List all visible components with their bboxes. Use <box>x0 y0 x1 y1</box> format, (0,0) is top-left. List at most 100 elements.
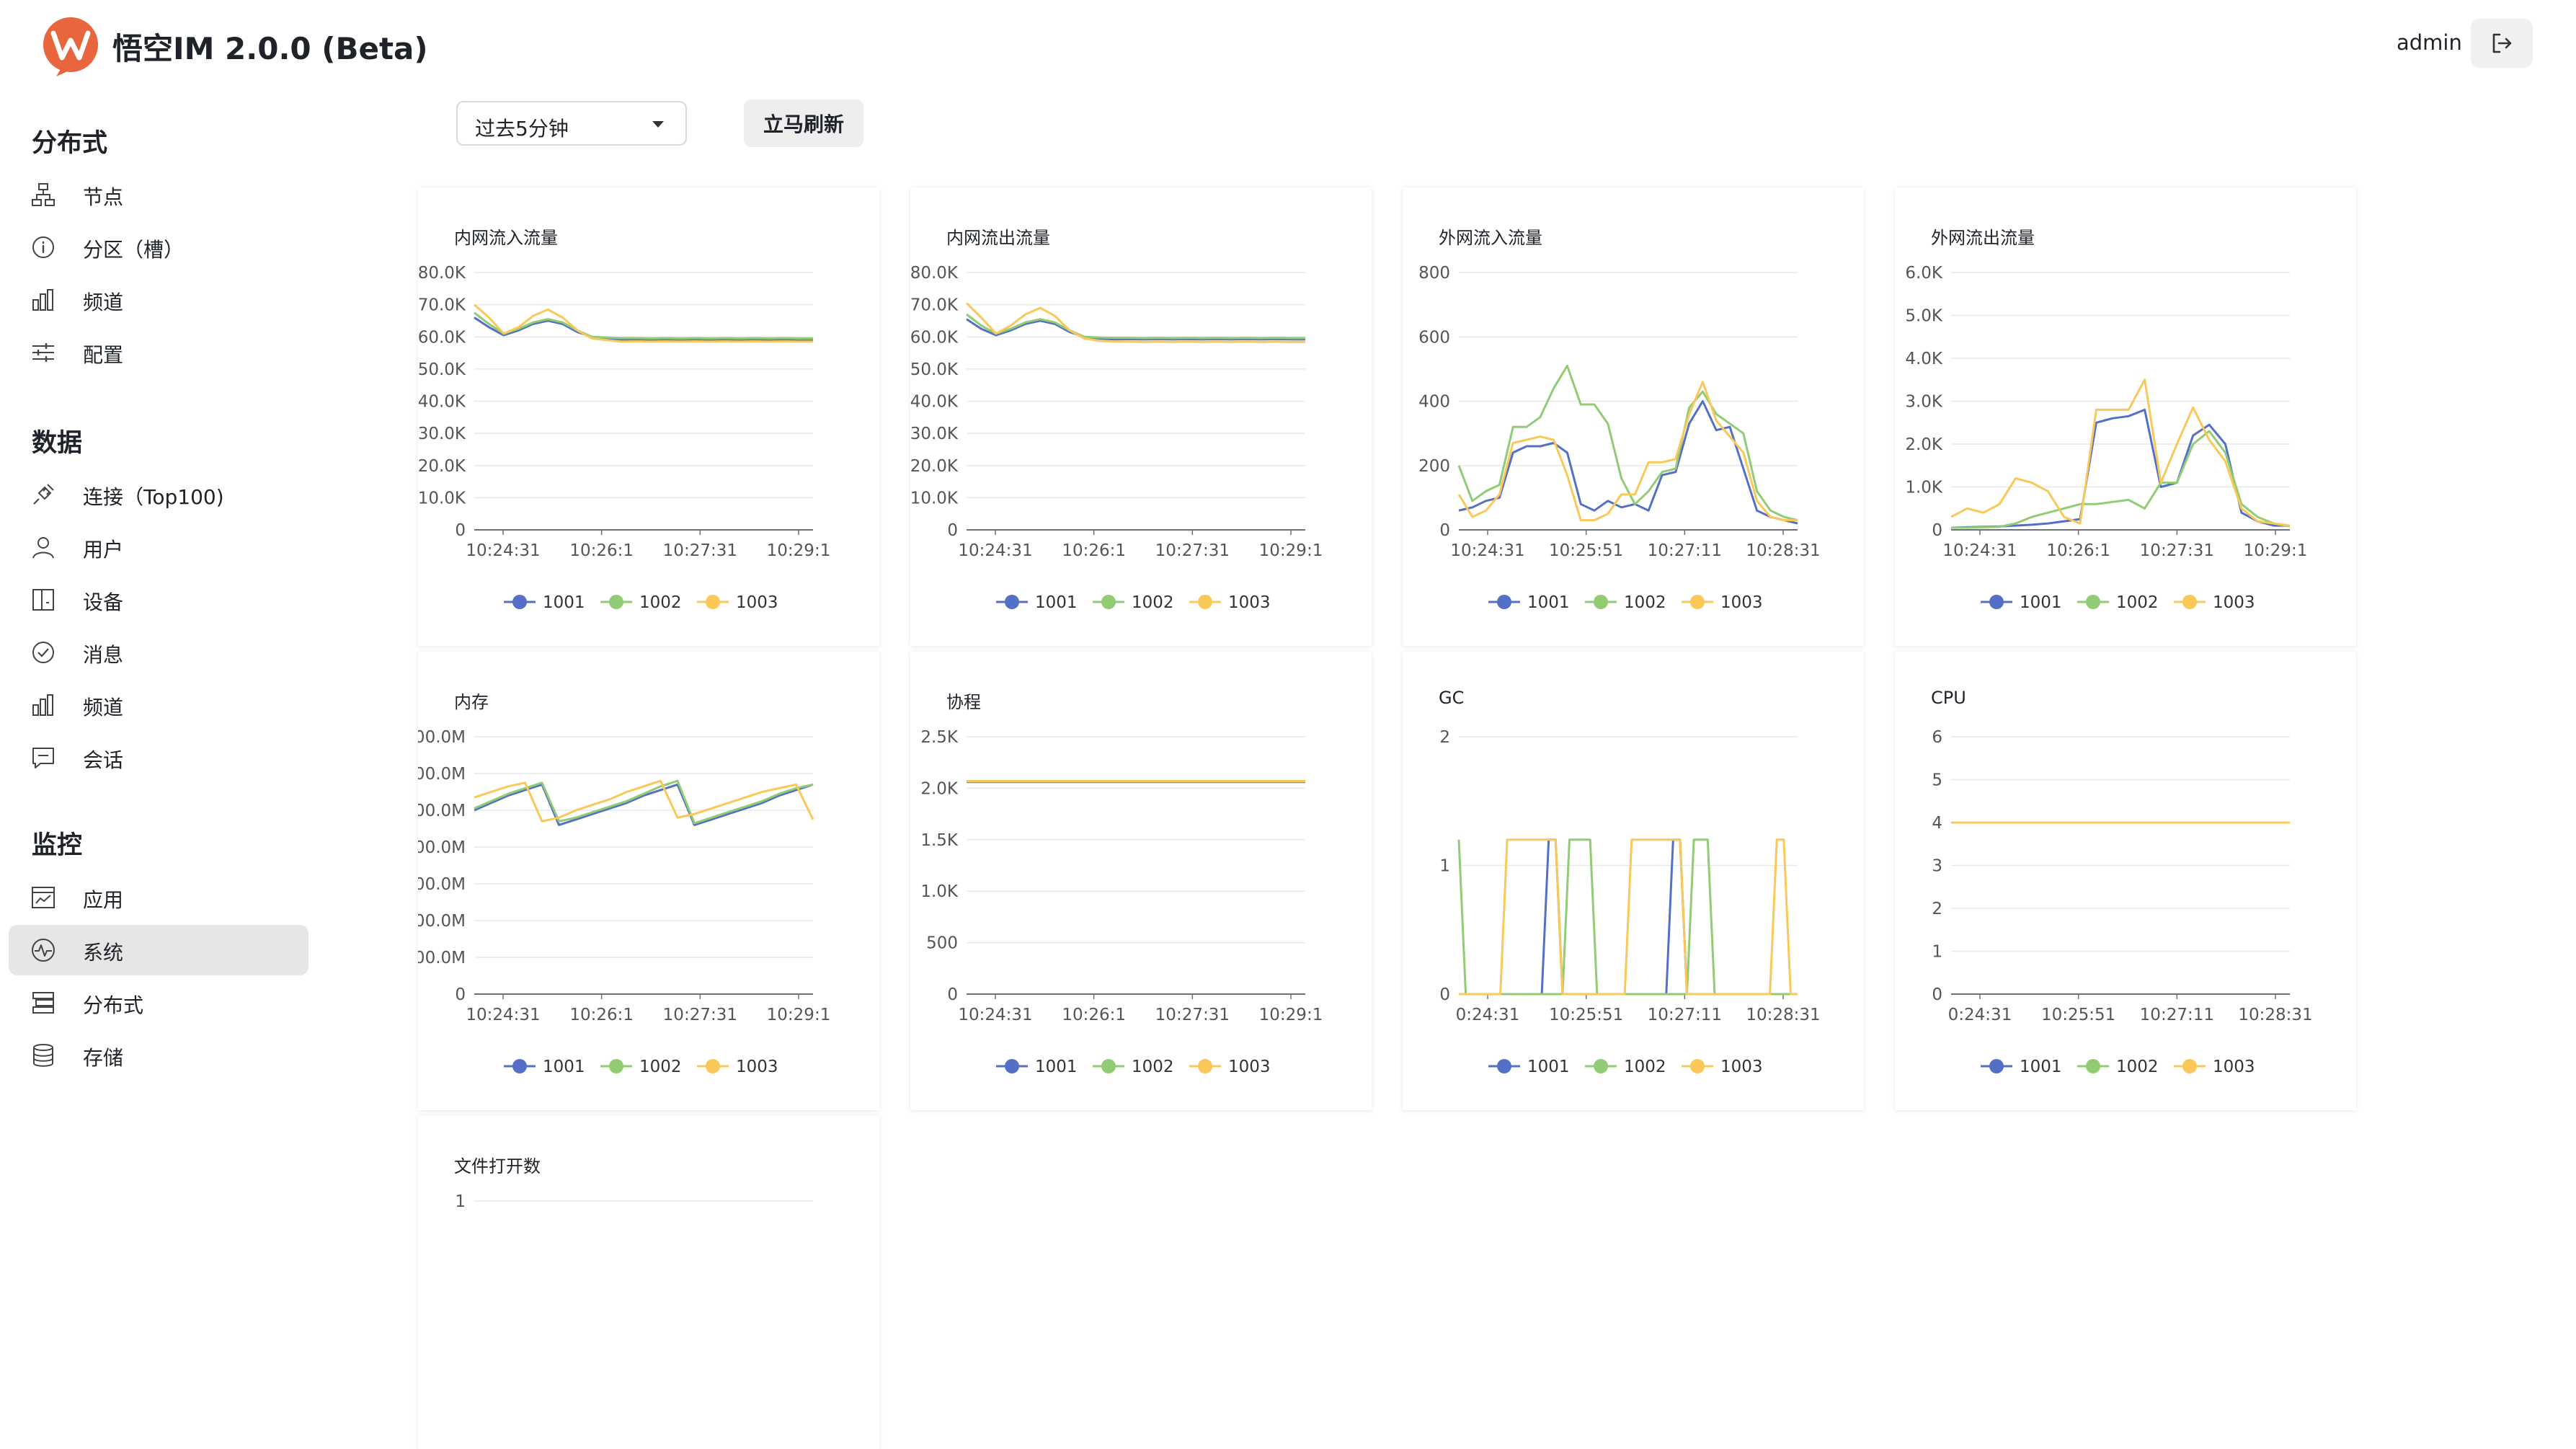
series-line-1003[interactable] <box>1457 381 1798 522</box>
series-line-1003[interactable] <box>474 779 814 823</box>
legend-item-1001[interactable]: 1001 <box>504 593 585 612</box>
cpu-chart[interactable]: 0 1 2 3 4 5 6 0:24:31 10:25:51 10:27:11 10:28:31 10… <box>1895 652 2356 1110</box>
legend-item-1001[interactable]: 1001 <box>996 1058 1078 1076</box>
legend-item-1002[interactable]: 1002 <box>1585 593 1666 612</box>
x-tick-label: 10:24:31 <box>466 541 540 560</box>
legend-label: 1003 <box>1228 1058 1271 1076</box>
y-tick-label: 6.0K <box>1905 264 1943 283</box>
intranet-outbound-chart[interactable]: 0 10.0K 20.0K 30.0K 40.0K 50.0K 60.0K 70.0K 80.0… <box>910 187 1372 646</box>
legend-item-1002[interactable]: 1002 <box>600 1058 682 1076</box>
sidebar-item-label: 会话 <box>83 748 124 772</box>
legend-item-1003[interactable]: 1003 <box>697 1058 778 1076</box>
legend-marker <box>1594 595 1608 609</box>
legend-item-1002[interactable]: 1002 <box>1093 593 1174 612</box>
sidebar-item-label: 系统 <box>83 941 124 965</box>
sidebar-item-conversations[interactable]: 会话 <box>9 732 308 783</box>
time-range-value: 过去5分钟 <box>475 117 569 141</box>
legend-item-1001[interactable]: 1001 <box>1488 1058 1570 1076</box>
y-tick-label: 10.0K <box>418 489 466 508</box>
legend-item-1002[interactable]: 1002 <box>1093 1058 1174 1076</box>
sidebar-item-config[interactable]: 配置 <box>9 327 308 378</box>
series-line-1002[interactable] <box>474 311 813 340</box>
chart-title: 内存 <box>454 692 489 712</box>
x-tick-label: 10:24:31 <box>1942 541 2017 560</box>
legend-item-1003[interactable]: 1003 <box>1682 593 1763 612</box>
x-tick-label: 0:24:31 <box>1948 1006 2012 1024</box>
legend-item-1003[interactable]: 1003 <box>1189 1058 1271 1076</box>
legend-item-1001[interactable]: 1001 <box>1981 1058 2062 1076</box>
y-tick-label: 80.0K <box>418 264 466 283</box>
gc-chart[interactable]: 0 1 2 0:24:31 10:25:51 10:27:11 10:28:31 1001 10… <box>1403 652 1864 1110</box>
series-line-1001[interactable] <box>1458 400 1798 525</box>
legend-item-1003[interactable]: 1003 <box>1189 593 1271 612</box>
y-tick-label: 1 <box>1932 943 1942 962</box>
legend-item-1001[interactable]: 1001 <box>504 1058 585 1076</box>
series-line-1003[interactable] <box>1950 378 2291 527</box>
legend-item-1003[interactable]: 1003 <box>1682 1058 1763 1076</box>
legend-marker <box>609 595 623 609</box>
legend-item-1002[interactable]: 1002 <box>1585 1058 1666 1076</box>
series-line-1001[interactable] <box>966 318 1305 341</box>
series-line-1001[interactable] <box>474 316 813 342</box>
y-tick-label: 0 <box>1439 521 1450 540</box>
memory-chart[interactable]: 0 100.0M 200.0M 300.0M 400.0M 500.0M 600.0M 700… <box>418 652 879 1110</box>
extranet-inbound-chart[interactable]: 0 200 400 600 800 10:24:31 10:25:51 10:27:11 10:… <box>1403 187 1864 646</box>
legend-item-1001[interactable]: 1001 <box>1488 593 1570 612</box>
y-tick-label: 4 <box>1932 814 1942 833</box>
chart-card-intranet-outbound: 0 10.0K 20.0K 30.0K 40.0K 50.0K 60.0K 70.0K 80.0… <box>910 187 1372 646</box>
legend-marker <box>2086 595 2100 609</box>
intranet-inbound-chart[interactable]: 0 10.0K 20.0K 30.0K 40.0K 50.0K 60.0K 70.0K 80.0… <box>418 187 879 646</box>
sidebar-item-data-channels[interactable]: 频道 <box>9 680 308 730</box>
open-files-chart[interactable]: 01 <box>418 1116 879 1449</box>
sidebar-item-nodes[interactable]: 节点 <box>9 169 308 220</box>
x-tick-label: 10:26:1 <box>1062 1006 1126 1024</box>
sidebar-item-system[interactable]: 系统 <box>9 925 308 975</box>
sidebar-item-connections[interactable]: 连接（Top100) <box>9 469 308 520</box>
chart-card-cpu: 0 1 2 3 4 5 6 0:24:31 10:25:51 10:27:11 10:28:31 10… <box>1895 652 2356 1110</box>
series-line-1003[interactable] <box>965 302 1305 343</box>
legend-item-1003[interactable]: 1003 <box>697 593 778 612</box>
series-line-1003[interactable] <box>1459 838 1798 996</box>
series-line-1002[interactable] <box>1457 364 1798 522</box>
sidebar-item-devices[interactable]: 设备 <box>9 575 308 625</box>
pulse-icon <box>32 939 55 962</box>
y-tick-label: 80.0K <box>910 264 959 283</box>
series-line-1001[interactable] <box>474 783 814 826</box>
legend-item-1003[interactable]: 1003 <box>2174 1058 2255 1076</box>
y-tick-label: 5 <box>1932 771 1942 790</box>
time-range-select[interactable]: 过去5分钟 <box>456 101 687 146</box>
y-tick-label: 500 <box>926 934 958 953</box>
sidebar-item-channels[interactable]: 频道 <box>9 275 308 325</box>
series-line-1002[interactable] <box>474 779 814 825</box>
extranet-outbound-chart[interactable]: 0 1.0K 2.0K 3.0K 4.0K 5.0K 6.0K 10:24:31 10:26:1… <box>1895 187 2356 646</box>
sidebar-item-app[interactable]: 应用 <box>9 872 308 923</box>
sidebar-item-messages[interactable]: 消息 <box>9 627 308 678</box>
y-tick-label: 800 <box>1418 264 1450 283</box>
series-line-1002[interactable] <box>966 313 1305 340</box>
current-user-name[interactable]: admin <box>2397 30 2462 55</box>
sidebar-item-distributed[interactable]: 分布式 <box>9 978 308 1028</box>
y-tick-label: 30.0K <box>418 425 466 443</box>
legend-item-1001[interactable]: 1001 <box>996 593 1078 612</box>
legend-item-1003[interactable]: 1003 <box>2174 593 2255 612</box>
sidebar-item-users[interactable]: 用户 <box>9 522 308 572</box>
legend-item-1002[interactable]: 1002 <box>600 593 682 612</box>
legend-item-1001[interactable]: 1001 <box>1981 593 2062 612</box>
goroutines-chart[interactable]: 0 500 1.0K 1.5K 2.0K 2.5K 10:24:31 10:26:1 10:27… <box>910 652 1372 1110</box>
logout-button[interactable] <box>2471 19 2533 68</box>
legend-item-1002[interactable]: 1002 <box>2077 1058 2159 1076</box>
legend-marker <box>706 1059 720 1073</box>
y-tick-label: 30.0K <box>910 425 959 443</box>
refresh-now-button[interactable]: 立马刷新 <box>744 99 863 147</box>
series-line-1001[interactable] <box>1950 408 2290 529</box>
logout-icon <box>2492 33 2512 53</box>
sidebar-item-label: 用户 <box>83 538 124 562</box>
legend-label: 1003 <box>736 1058 778 1076</box>
series-line-1003[interactable] <box>474 303 813 343</box>
sidebar-item-label: 分区（槽） <box>83 238 185 262</box>
legend-item-1002[interactable]: 1002 <box>2077 593 2159 612</box>
sidebar-item-storage[interactable]: 存储 <box>9 1030 308 1081</box>
check-circle-icon <box>32 642 54 663</box>
series-line-1002[interactable] <box>1951 430 2291 529</box>
sidebar-item-partitions[interactable]: 分区（槽） <box>9 222 308 272</box>
